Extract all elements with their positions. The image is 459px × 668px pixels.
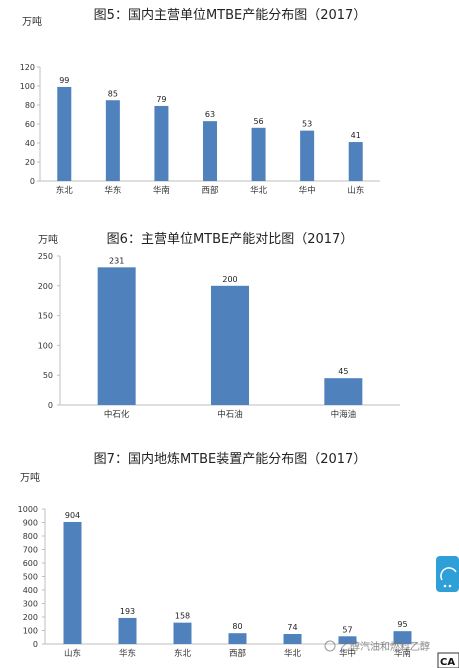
bar: [57, 86, 72, 181]
x-tick-label: 东北: [174, 648, 192, 659]
y-tick-label: 0: [33, 640, 38, 649]
x-tick-label: 山东: [64, 648, 81, 659]
chart-local-refinery-capacity: 图7：国内地炼MTBE装置产能分布图（2017） 万吨 0 100 200 300 40…: [18, 451, 430, 659]
data-label: 193: [120, 607, 135, 616]
floating-widget[interactable]: [436, 556, 459, 592]
data-label: 158: [175, 612, 190, 621]
x-tick-label: 华北: [284, 648, 302, 659]
bar: [228, 633, 247, 644]
bar: [203, 121, 217, 181]
x-tick-label: 华南: [153, 185, 170, 196]
bar: [105, 100, 120, 181]
bar: [173, 622, 192, 644]
x-tick-label: 山东: [347, 185, 364, 196]
data-label: 63: [205, 110, 215, 119]
bar: [348, 142, 363, 181]
x-tick-label: 华中: [299, 185, 316, 196]
y-tick-label: 80: [25, 101, 35, 110]
y-tick-label: 100: [38, 341, 53, 350]
chart-title: 图6：主营单位MTBE产能对比图（2017）: [107, 232, 354, 247]
corner-badge-text: CA: [440, 657, 455, 668]
y-tick-label: 600: [23, 559, 38, 568]
speedometer-icon: [440, 567, 457, 581]
bar: [251, 127, 266, 181]
y-tick-label: 40: [25, 139, 35, 148]
y-tick-label: 400: [23, 586, 38, 595]
y-tick-label: 20: [25, 158, 35, 167]
bar: [283, 634, 302, 644]
data-label: 99: [59, 76, 69, 85]
y-tick-label: 700: [23, 546, 38, 555]
x-tick-label: 东北: [56, 185, 74, 196]
y-tick-label: 250: [38, 252, 53, 261]
bar: [154, 105, 169, 181]
chart-title: 图7：国内地炼MTBE装置产能分布图（2017）: [94, 451, 367, 467]
x-tick-label: 中石化: [104, 409, 130, 420]
bar: [393, 631, 412, 644]
chart-capacity-by-region: 图5：国内主营单位MTBE产能分布图（2017） 万吨 0 20 40 60 80 100…: [20, 7, 380, 196]
y-tick-label: 500: [23, 573, 38, 582]
x-tick-label: 华东: [104, 185, 121, 196]
data-label: 231: [109, 256, 124, 265]
x-tick-label: 西部: [201, 185, 219, 196]
data-label: 53: [302, 120, 312, 129]
y-unit-label: 万吨: [38, 233, 58, 246]
y-tick-label: 900: [23, 519, 38, 528]
y-tick-label: 300: [23, 600, 38, 609]
y-tick-label: 200: [38, 282, 53, 291]
bar: [211, 285, 249, 405]
y-tick-label: 60: [25, 120, 35, 129]
x-tick-label: 华中: [339, 648, 356, 659]
x-tick-label: 中海油: [331, 409, 357, 420]
bar: [300, 130, 315, 181]
wechat-icon: [324, 640, 336, 652]
data-label: 57: [342, 625, 352, 634]
data-label: 904: [65, 511, 80, 520]
data-label: 200: [222, 275, 237, 284]
y-unit-label: 万吨: [22, 15, 42, 28]
bar: [324, 378, 363, 405]
data-label: 74: [287, 623, 297, 632]
watermark: 乙醇汽油和燃料乙醇: [324, 640, 430, 653]
y-tick-label: 120: [20, 63, 35, 72]
data-label: 80: [232, 622, 242, 631]
y-tick-label: 200: [23, 613, 38, 622]
y-tick-label: 0: [48, 401, 53, 410]
x-tick-label: 华南: [394, 648, 411, 659]
data-label: 56: [253, 117, 263, 126]
corner-badge: CA: [437, 652, 459, 668]
data-label: 79: [156, 95, 166, 104]
data-label: 85: [108, 89, 118, 98]
x-tick-label: 华东: [119, 648, 136, 659]
x-tick-label: 华北: [250, 185, 268, 196]
data-label: 95: [397, 620, 407, 629]
x-tick-label: 中石油: [217, 409, 243, 420]
y-tick-label: 100: [20, 82, 35, 91]
y-tick-label: 50: [43, 371, 53, 380]
bar: [118, 617, 137, 644]
bar: [97, 267, 136, 405]
data-label: 41: [351, 131, 361, 140]
bar: [63, 521, 82, 644]
data-label: 45: [338, 367, 348, 376]
watermark-text: 乙醇汽油和燃料乙醇: [340, 640, 430, 653]
y-tick-label: 0: [30, 177, 35, 186]
y-tick-label: 800: [23, 532, 38, 541]
chart-major-company-comparison: 图6：主营单位MTBE产能对比图（2017） 万吨 0 50 100 150 200 25…: [38, 232, 400, 420]
bar: [338, 636, 357, 644]
y-tick-label: 100: [23, 627, 38, 636]
y-unit-label: 万吨: [20, 471, 40, 484]
x-tick-label: 西部: [229, 648, 247, 659]
y-tick-label: 150: [38, 312, 53, 321]
chart-title: 图5：国内主营单位MTBE产能分布图（2017）: [94, 7, 367, 23]
y-tick-label: 1000: [18, 505, 38, 514]
